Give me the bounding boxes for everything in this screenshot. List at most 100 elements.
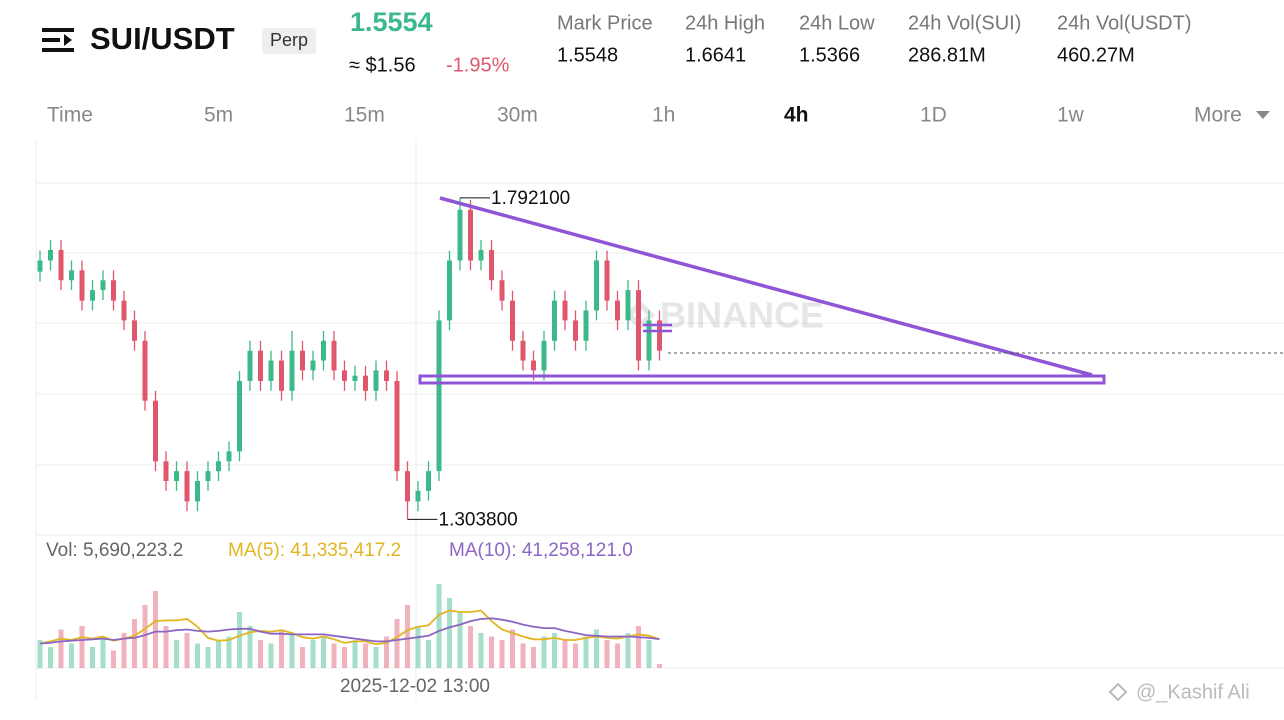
- badge-bg: [262, 28, 316, 54]
- candle-body: [447, 260, 452, 321]
- candle-body: [478, 249, 484, 261]
- candle-body: [153, 400, 158, 462]
- candle-body: [636, 290, 641, 361]
- candle-body: [142, 340, 148, 401]
- menu-bar: [42, 28, 74, 32]
- candle-body: [163, 461, 169, 482]
- badge: Perp: [270, 30, 308, 50]
- candle-body: [415, 490, 421, 502]
- candle-body: [237, 380, 242, 452]
- last-price: 1.5554: [350, 7, 433, 37]
- stat-value: 286.81M: [908, 44, 986, 66]
- approx-price: ≈ $1.56: [349, 54, 416, 76]
- trend-line: [439, 196, 1093, 377]
- candle-body: [510, 300, 515, 341]
- candle-body: [583, 310, 589, 341]
- dropdown-arrow: [1256, 111, 1270, 119]
- menu-arrow: [64, 34, 72, 46]
- stat-label: 24h High: [685, 12, 765, 34]
- candle-body: [646, 320, 652, 361]
- candle-body: [373, 370, 379, 391]
- candle-body: [552, 300, 557, 341]
- ma-line: [39, 617, 660, 645]
- candle-body: [174, 471, 179, 482]
- candle-body: [111, 280, 116, 301]
- candle-body: [384, 370, 389, 381]
- candle-body: [268, 360, 274, 381]
- candle-body: [499, 280, 505, 301]
- stat-value: 1.5548: [557, 44, 618, 66]
- candle-body: [594, 260, 599, 311]
- candle-body: [342, 370, 347, 381]
- candle-body: [132, 320, 137, 341]
- candle-body: [573, 320, 578, 341]
- timeframe-tab[interactable]: 4h: [784, 104, 809, 127]
- annotation-label: 1.303800: [439, 509, 518, 530]
- candle-body: [541, 340, 547, 371]
- candle-body: [121, 300, 127, 321]
- candle-body: [79, 270, 85, 301]
- stat-value: 1.6641: [685, 44, 746, 66]
- volume-legend: Vol: 5,690,223.2: [46, 540, 183, 561]
- drawings: [418, 196, 1106, 385]
- candle-body: [520, 340, 526, 361]
- stat-label: Mark Price: [557, 12, 653, 34]
- timeframe-tab[interactable]: 15m: [344, 104, 385, 127]
- credit: @_Kashif Ali: [1136, 681, 1250, 703]
- timeframe-tab[interactable]: 30m: [497, 104, 538, 127]
- ma-line: [39, 609, 660, 646]
- stat-value: 460.27M: [1057, 44, 1135, 66]
- candle-body: [604, 260, 610, 301]
- candle-body: [457, 209, 463, 261]
- candle-body: [184, 471, 190, 502]
- timeframe-tab[interactable]: 1D: [920, 104, 947, 127]
- candle-body: [279, 360, 284, 391]
- watermark: BINANCE: [625, 295, 824, 336]
- candle-body: [426, 471, 431, 491]
- candle-body: [436, 320, 442, 472]
- annotation-label: 1.792100: [491, 188, 570, 209]
- candle-body: [90, 290, 95, 301]
- icon: [1108, 682, 1128, 702]
- menu-icon[interactable]: [42, 28, 74, 52]
- watermark-text: BINANCE: [660, 295, 824, 336]
- candle-body: [468, 209, 473, 261]
- candle-body: [258, 350, 263, 381]
- candle-body: [48, 249, 53, 261]
- candle-body: [58, 249, 64, 281]
- menu-bar: [42, 48, 74, 52]
- stat-label: 24h Low: [799, 12, 875, 34]
- change: -1.95%: [446, 54, 510, 76]
- stat-value: 1.5366: [799, 44, 860, 66]
- candle-body: [562, 300, 568, 321]
- pair[interactable]: SUI/USDT: [90, 21, 235, 56]
- stat-label: 24h Vol(USDT): [1057, 12, 1192, 34]
- candle-body: [531, 360, 536, 371]
- candle-body: [37, 260, 43, 272]
- stat-label: 24h Vol(SUI): [908, 12, 1021, 34]
- candle-body: [331, 340, 337, 371]
- timeframe-tab[interactable]: 5m: [204, 104, 233, 127]
- credit-icon: [1108, 682, 1128, 702]
- timeframe-tab[interactable]: More: [1194, 104, 1242, 127]
- candle-body: [300, 350, 305, 371]
- candle-body: [625, 290, 631, 321]
- legend-entry: MA(10): 41,258,121.0: [449, 540, 633, 561]
- grid: [35, 140, 1284, 700]
- candle-body: [657, 320, 662, 351]
- candle-body: [100, 280, 106, 291]
- candle-body: [489, 249, 494, 281]
- candle-body: [310, 360, 316, 371]
- candle-body: [405, 471, 410, 502]
- menu-bar: [42, 38, 60, 42]
- timeframe-tab[interactable]: 1h: [652, 104, 675, 127]
- candle-body: [615, 300, 620, 321]
- candle-body: [363, 375, 368, 391]
- timeframe-tab[interactable]: Time: [47, 104, 93, 127]
- candle-body: [289, 350, 295, 391]
- candle-body: [195, 481, 200, 502]
- timeframe-tab[interactable]: 1w: [1057, 104, 1085, 127]
- candle-body: [69, 270, 74, 281]
